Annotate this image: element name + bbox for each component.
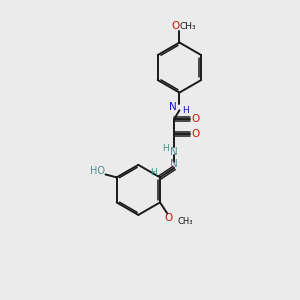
Text: H: H [182,106,189,115]
Text: O: O [191,114,200,124]
Text: N: N [169,102,177,112]
Text: N: N [170,159,177,170]
Text: O: O [164,213,172,223]
Text: H: H [150,168,157,177]
Text: N: N [170,147,177,157]
Text: O: O [172,21,180,31]
Text: HO: HO [90,167,105,176]
Text: H: H [163,144,169,153]
Text: O: O [191,129,200,140]
Text: CH₃: CH₃ [178,217,193,226]
Text: CH₃: CH₃ [179,22,196,31]
